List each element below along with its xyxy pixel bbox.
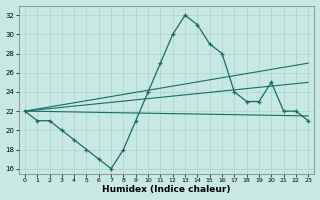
- X-axis label: Humidex (Indice chaleur): Humidex (Indice chaleur): [102, 185, 231, 194]
